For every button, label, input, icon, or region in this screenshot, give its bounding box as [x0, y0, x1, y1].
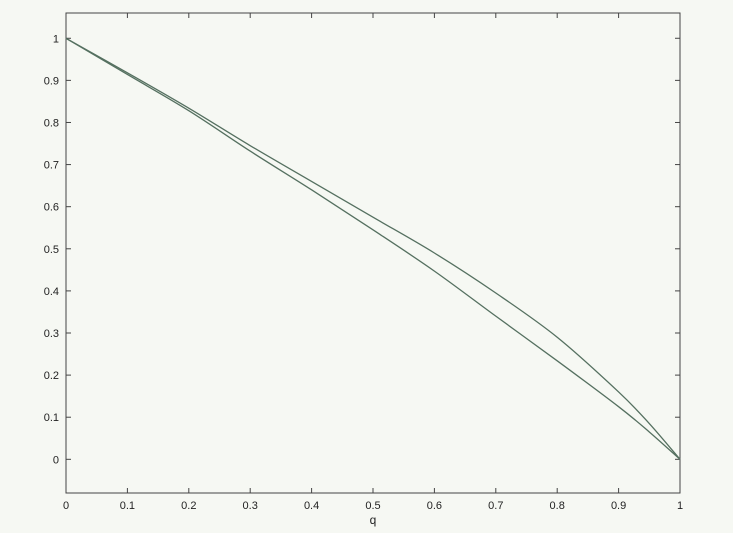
plot-area — [65, 12, 681, 494]
x-tick-label: 0.7 — [488, 500, 503, 512]
x-axis-label: q — [370, 513, 377, 527]
y-tick-label: 0.9 — [44, 75, 59, 87]
x-tick-label: 0.6 — [427, 500, 442, 512]
x-tick-label: 0 — [63, 500, 69, 512]
y-tick-label: 0.4 — [44, 286, 59, 298]
x-tick-label: 0.8 — [550, 500, 565, 512]
y-tick-label: 0 — [53, 454, 59, 466]
y-tick-label: 0.8 — [44, 117, 59, 129]
x-tick-label: 0.1 — [120, 500, 135, 512]
series-line-2 — [65, 37, 681, 460]
y-tick-label: 0.2 — [44, 370, 59, 382]
x-tick-label: 0.5 — [365, 500, 380, 512]
x-tick-label: 1 — [677, 500, 683, 512]
x-tick-label: 0.3 — [243, 500, 258, 512]
y-tick-label: 0.1 — [44, 412, 59, 424]
x-ticks: 0 0.1 0.2 0.3 0.4 0.5 0.6 0.7 0.8 0.9 1 — [63, 13, 683, 512]
y-ticks: 0 0.1 0.2 0.3 0.4 0.5 0.6 0.7 0.8 0.9 1 — [44, 33, 680, 466]
x-tick-label: 0.9 — [611, 500, 626, 512]
y-tick-label: 0.7 — [44, 160, 59, 172]
y-tick-label: 0.6 — [44, 202, 59, 214]
y-tick-label: 1 — [53, 33, 59, 45]
y-tick-label: 0.5 — [44, 244, 59, 256]
series-line-1 — [65, 37, 681, 460]
series-lines — [65, 37, 681, 460]
x-tick-label: 0.2 — [181, 500, 196, 512]
y-tick-label: 0.3 — [44, 328, 59, 340]
x-tick-label: 0.4 — [304, 500, 319, 512]
